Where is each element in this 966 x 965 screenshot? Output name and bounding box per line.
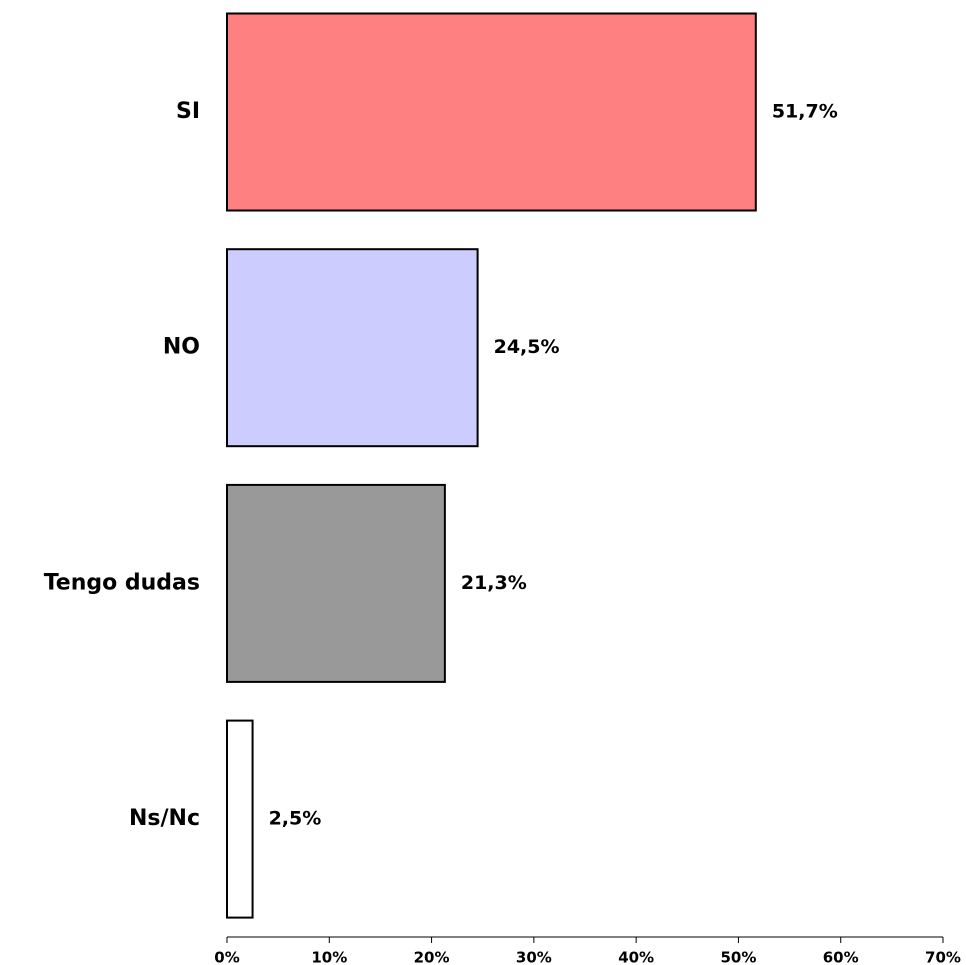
x-tick-label: 0% bbox=[214, 949, 239, 965]
x-tick-label: 20% bbox=[414, 949, 450, 965]
x-tick-label: 50% bbox=[720, 949, 756, 965]
x-tick-label: 30% bbox=[516, 949, 552, 965]
category-label: Tengo dudas bbox=[44, 570, 200, 595]
x-tick-label: 60% bbox=[823, 949, 859, 965]
bar bbox=[226, 248, 479, 448]
bar bbox=[226, 719, 254, 919]
category-label: NO bbox=[163, 335, 200, 360]
category-label: SI bbox=[176, 99, 200, 124]
value-label: 24,5% bbox=[494, 336, 560, 358]
x-tick-label: 70% bbox=[925, 949, 961, 965]
value-label: 21,3% bbox=[461, 572, 527, 594]
x-tick-label: 10% bbox=[311, 949, 347, 965]
category-label: Ns/Nc bbox=[129, 806, 200, 831]
bar bbox=[226, 12, 757, 212]
bar bbox=[226, 483, 446, 683]
value-label: 2,5% bbox=[269, 808, 322, 830]
x-tick-label: 40% bbox=[618, 949, 654, 965]
value-label: 51,7% bbox=[772, 101, 838, 123]
